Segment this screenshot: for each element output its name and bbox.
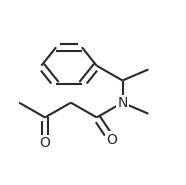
Text: O: O [40,136,50,150]
Text: O: O [106,133,117,147]
Text: N: N [117,96,128,110]
